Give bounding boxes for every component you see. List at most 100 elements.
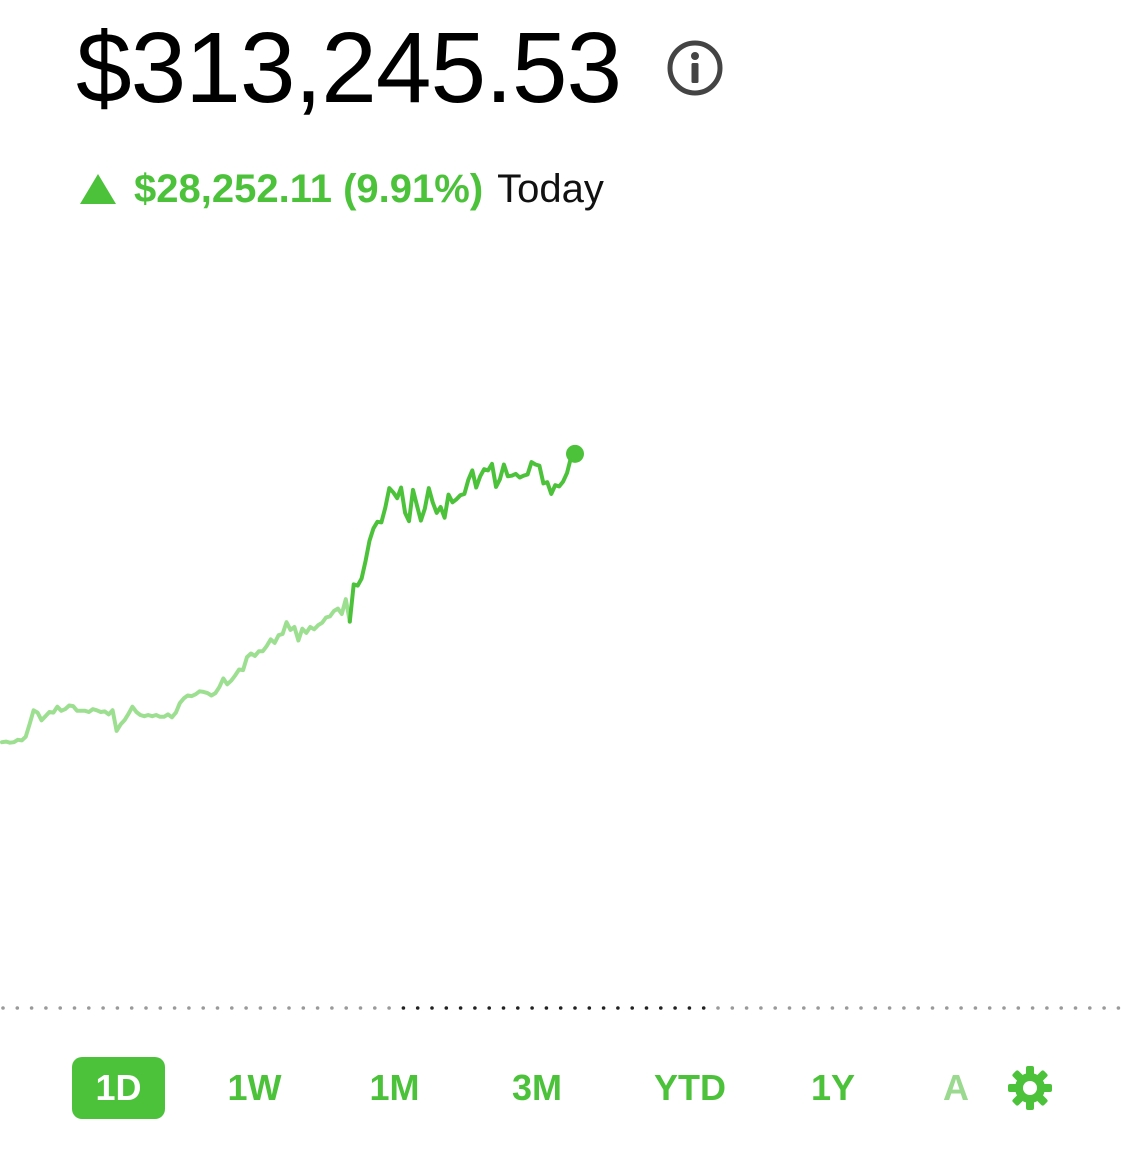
baseline-dot bbox=[315, 1006, 320, 1010]
baseline-dotted-line bbox=[1, 1006, 1121, 1010]
baseline-dot bbox=[644, 1006, 649, 1010]
baseline-dot bbox=[1073, 1006, 1078, 1010]
baseline-dot bbox=[358, 1006, 363, 1010]
current-value-dot bbox=[566, 444, 584, 463]
baseline-dot bbox=[201, 1006, 205, 1010]
baseline-dot bbox=[544, 1006, 549, 1010]
baseline-dot bbox=[930, 1006, 935, 1010]
baseline-dot bbox=[601, 1006, 606, 1010]
time-range-selector: 1D 1W 1M 3M YTD 1Y A bbox=[72, 1057, 1072, 1119]
change-period: Today bbox=[497, 166, 604, 211]
baseline-dot bbox=[158, 1006, 163, 1010]
range-1d-button[interactable]: 1D bbox=[72, 1057, 165, 1119]
range-all-button[interactable]: A bbox=[943, 1067, 969, 1108]
baseline-dot bbox=[759, 1006, 763, 1010]
baseline-dot bbox=[587, 1006, 592, 1010]
baseline-dot bbox=[1116, 1006, 1121, 1010]
baseline-dot bbox=[916, 1006, 920, 1010]
baseline-dot bbox=[945, 1006, 949, 1010]
range-3m-button[interactable]: 3M bbox=[511, 1067, 562, 1108]
baseline-dot bbox=[101, 1006, 105, 1010]
baseline-dot bbox=[272, 1006, 277, 1010]
baseline-dot bbox=[659, 1006, 663, 1010]
range-1m-button[interactable]: 1M bbox=[369, 1067, 420, 1108]
baseline-dot bbox=[430, 1006, 434, 1010]
baseline-dot bbox=[787, 1006, 792, 1010]
baseline-dot bbox=[844, 1006, 849, 1010]
baseline-dot bbox=[29, 1006, 34, 1010]
baseline-dot bbox=[716, 1006, 720, 1010]
chart-line-recent-segment bbox=[347, 451, 577, 624]
baseline-dot bbox=[144, 1006, 148, 1010]
gear-icon[interactable] bbox=[1007, 1065, 1053, 1111]
baseline-dot bbox=[530, 1006, 534, 1010]
baseline-dot bbox=[129, 1006, 134, 1010]
baseline-dot bbox=[115, 1006, 120, 1010]
baseline-dot bbox=[415, 1006, 420, 1010]
baseline-dot bbox=[973, 1006, 978, 1010]
baseline-dot bbox=[816, 1006, 820, 1010]
baseline-dot bbox=[230, 1006, 234, 1010]
baseline-dot bbox=[258, 1006, 263, 1010]
baseline-dot bbox=[444, 1006, 449, 1010]
balance-row: $313,245.53 bbox=[76, 18, 725, 118]
baseline-dot bbox=[172, 1006, 177, 1010]
baseline-dot bbox=[487, 1006, 492, 1010]
range-1w-button[interactable]: 1W bbox=[227, 1067, 282, 1108]
baseline-dot bbox=[473, 1006, 477, 1010]
baseline-dot bbox=[373, 1006, 377, 1010]
baseline-dot bbox=[1059, 1006, 1063, 1010]
baseline-dot bbox=[1002, 1006, 1006, 1010]
baseline-dot bbox=[1016, 1006, 1021, 1010]
baseline-dot bbox=[1030, 1006, 1035, 1010]
baseline-dot bbox=[873, 1006, 878, 1010]
baseline-dot bbox=[72, 1006, 77, 1010]
baseline-dot bbox=[215, 1006, 220, 1010]
baseline-dot bbox=[44, 1006, 48, 1010]
baseline-dot bbox=[187, 1006, 191, 1010]
baseline-dot bbox=[630, 1006, 634, 1010]
change-amount: $28,252.11 (9.91%) bbox=[134, 166, 484, 211]
baseline-dot bbox=[773, 1006, 777, 1010]
baseline-dot bbox=[558, 1006, 563, 1010]
baseline-dot bbox=[87, 1006, 91, 1010]
baseline-dot bbox=[287, 1006, 291, 1010]
baseline-dot bbox=[1, 1006, 5, 1010]
baseline-dot bbox=[887, 1006, 892, 1010]
baseline-dot bbox=[501, 1006, 506, 1010]
baseline-dot bbox=[802, 1006, 806, 1010]
baseline-dot bbox=[58, 1006, 62, 1010]
baseline-dot bbox=[859, 1006, 863, 1010]
baseline-dot bbox=[701, 1006, 706, 1010]
baseline-dot bbox=[516, 1006, 520, 1010]
baseline-dot bbox=[687, 1006, 692, 1010]
daily-change: $28,252.11 (9.91%) Today bbox=[78, 164, 604, 214]
baseline-dot bbox=[244, 1006, 248, 1010]
baseline-dot bbox=[573, 1006, 577, 1010]
baseline-dot bbox=[387, 1006, 391, 1010]
header: $313,245.53 bbox=[76, 18, 725, 118]
portfolio-value: $313,245.53 bbox=[76, 12, 622, 124]
range-1y-button[interactable]: 1Y bbox=[810, 1067, 856, 1108]
triangle-up-icon bbox=[78, 172, 118, 206]
baseline-dot bbox=[301, 1006, 306, 1010]
baseline-dot bbox=[458, 1006, 463, 1010]
baseline-dot bbox=[902, 1006, 906, 1010]
baseline-dot bbox=[673, 1006, 677, 1010]
baseline-dot bbox=[616, 1006, 620, 1010]
baseline-dot bbox=[1088, 1006, 1092, 1010]
baseline-dot bbox=[830, 1006, 835, 1010]
baseline-dot bbox=[730, 1006, 735, 1010]
baseline-dot bbox=[344, 1006, 349, 1010]
info-icon[interactable] bbox=[665, 38, 725, 98]
range-ytd-button[interactable]: YTD bbox=[654, 1067, 726, 1108]
chart-line-earlier-segment bbox=[0, 597, 352, 745]
baseline-dot bbox=[330, 1006, 334, 1010]
baseline-dot bbox=[744, 1006, 749, 1010]
baseline-dot bbox=[15, 1006, 20, 1010]
baseline-dot bbox=[1102, 1006, 1106, 1010]
baseline-dot bbox=[401, 1006, 406, 1010]
baseline-dot bbox=[1045, 1006, 1049, 1010]
baseline-dot bbox=[959, 1006, 963, 1010]
